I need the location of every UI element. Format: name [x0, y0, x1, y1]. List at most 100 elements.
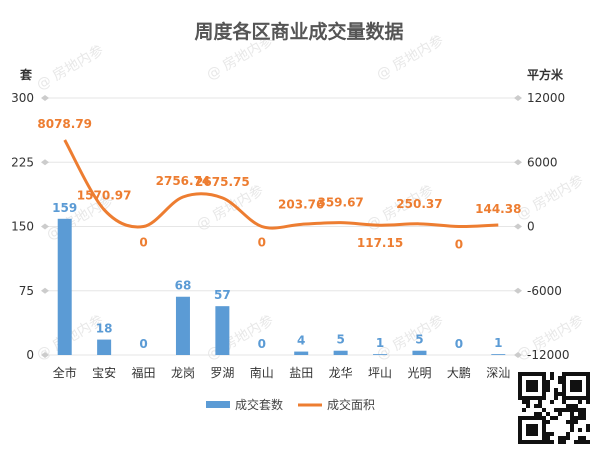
bar [491, 354, 506, 355]
qr-cell [554, 408, 558, 412]
qr-cell [550, 372, 554, 376]
qr-cell [582, 408, 586, 412]
qr-cell [566, 372, 570, 376]
qr-cell [570, 384, 574, 388]
line-data-label: 0 [258, 236, 266, 250]
qr-cell [578, 384, 582, 388]
qr-cell [526, 400, 530, 404]
right-axis-unit: 平方米 [527, 67, 564, 82]
qr-cell [582, 440, 586, 444]
line-data-label: 0 [455, 238, 463, 252]
right-axis-ticks: -12000 -6000 0 6000 12000 [514, 91, 570, 362]
line-data-label: 250.37 [396, 197, 442, 211]
qr-cell [518, 388, 522, 392]
qr-cell [574, 420, 578, 424]
bar-data-label: 5 [415, 333, 423, 347]
qr-cell [554, 392, 558, 396]
qr-cell [586, 400, 590, 404]
qr-cell [562, 376, 566, 380]
qr-cell [566, 420, 570, 424]
qr-cell [570, 388, 574, 392]
left-axis-ticks: 0 75 150 225 300 [11, 91, 49, 362]
qr-cell [518, 436, 522, 440]
qr-cell [518, 424, 522, 428]
bar-data-label: 0 [258, 337, 266, 351]
qr-cell [578, 372, 582, 376]
line-path [63, 139, 499, 230]
bar-data-label: 0 [455, 337, 463, 351]
bar [333, 350, 348, 355]
bar [57, 218, 72, 355]
qr-cell [558, 412, 562, 416]
qr-cell [534, 424, 538, 428]
qr-cell [586, 424, 590, 428]
qr-cell [546, 440, 550, 444]
qr-cell [530, 388, 534, 392]
bar [215, 306, 230, 355]
qr-cell [518, 380, 522, 384]
qr-cell [526, 396, 530, 400]
qr-cell [562, 436, 566, 440]
category-label: 龙华 [329, 366, 353, 380]
qr-cell [542, 376, 546, 380]
qr-code-icon [516, 370, 592, 446]
qr-cell [522, 372, 526, 376]
qr-cell [570, 420, 574, 424]
qr-cell [526, 416, 530, 420]
watermark-text: @ 房地内参 [514, 172, 587, 224]
qr-cell [586, 396, 590, 400]
qr-cell [538, 372, 542, 376]
qr-cell [534, 396, 538, 400]
qr-cell [566, 432, 570, 436]
right-tick-label: 12000 [527, 91, 565, 105]
qr-cell [570, 416, 574, 420]
qr-cell [562, 440, 566, 444]
qr-cell [570, 404, 574, 408]
qr-cell [518, 392, 522, 396]
qr-cell [538, 396, 542, 400]
category-labels: 全市 宝安 福田 龙岗 罗湖 南山 盐田 龙华 坪山 光明 大鹏 深汕 [53, 365, 511, 380]
right-tick-marker [514, 287, 522, 294]
qr-cell [574, 416, 578, 420]
qr-cell [518, 440, 522, 444]
bar-data-label: 1 [376, 336, 384, 350]
qr-cell [570, 412, 574, 416]
qr-cell [546, 432, 550, 436]
qr-cell [526, 440, 530, 444]
qr-cell [518, 428, 522, 432]
left-tick-marker [41, 95, 49, 101]
qr-cell [542, 408, 546, 412]
bar-data-label: 68 [175, 279, 192, 293]
qr-cell [562, 392, 566, 396]
bar-data-label: 0 [139, 337, 147, 351]
qr-cell [578, 408, 582, 412]
category-label: 南山 [250, 365, 274, 380]
qr-cell [534, 432, 538, 436]
qr-cell [578, 380, 582, 384]
bar-data-label: 5 [336, 333, 344, 347]
qr-cell [574, 440, 578, 444]
qr-cell [526, 380, 530, 384]
qr-cell [562, 396, 566, 400]
qr-cell [578, 388, 582, 392]
category-label: 全市 [53, 365, 77, 380]
left-tick-label: 225 [11, 155, 34, 169]
qr-cell [542, 440, 546, 444]
qr-cell [562, 372, 566, 376]
line-data-label: 144.38 [475, 202, 521, 216]
qr-cell [554, 416, 558, 420]
qr-cell [566, 408, 570, 412]
qr-cell [554, 396, 558, 400]
qr-cell [542, 416, 546, 420]
qr-cell [530, 428, 534, 432]
qr-cell [578, 428, 582, 432]
left-tick-label: 150 [11, 220, 34, 234]
bar-series: 159 18 0 68 57 0 4 5 1 5 0 1 [52, 201, 506, 355]
watermark-text: @ 房地内参 [34, 42, 107, 94]
qr-cell [578, 436, 582, 440]
qr-cell [554, 388, 558, 392]
qr-cell [546, 420, 550, 424]
qr-cell [574, 384, 578, 388]
qr-cell [570, 428, 574, 432]
